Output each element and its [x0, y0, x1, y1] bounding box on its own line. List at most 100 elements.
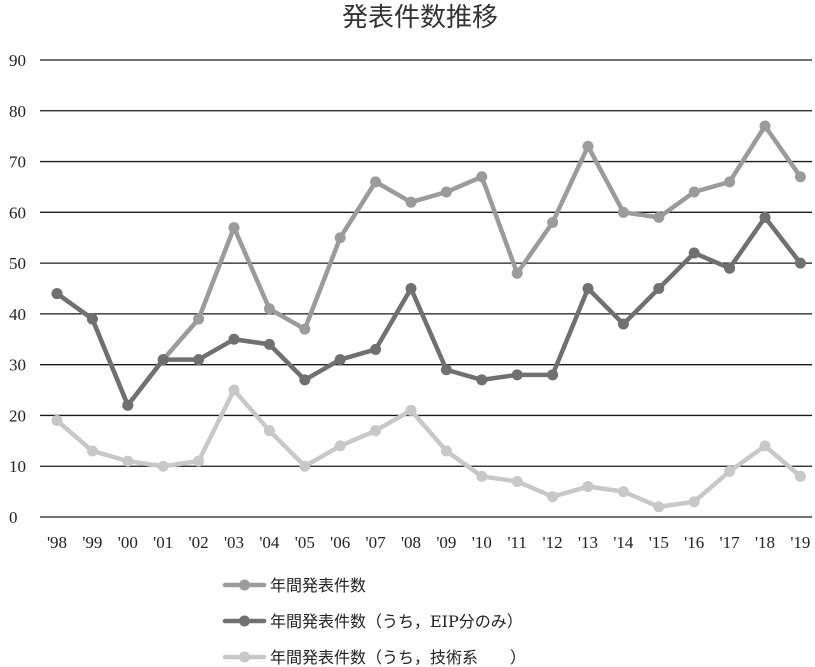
- data-point: [86, 445, 98, 457]
- x-tick-label: '08: [401, 533, 421, 552]
- y-tick-label: 0: [9, 508, 18, 527]
- x-tick-label: '00: [118, 533, 138, 552]
- data-point: [794, 470, 806, 482]
- y-tick-label: 10: [9, 457, 26, 476]
- x-tick-label: '07: [366, 533, 387, 552]
- series-2: [51, 211, 806, 411]
- x-tick-label: '03: [224, 533, 244, 552]
- x-axis-tick-labels: '98 '99 '00 '01 '02 '03 '04 '05 '06 '07 '08 '09 '10 '…: [47, 533, 810, 552]
- data-point: [122, 399, 134, 411]
- data-point: [334, 440, 346, 452]
- x-tick-label: '11: [507, 533, 526, 552]
- data-point: [653, 211, 665, 223]
- x-tick-label: '04: [259, 533, 280, 552]
- x-tick-label: '19: [790, 533, 810, 552]
- x-tick-label: '02: [189, 533, 209, 552]
- data-point: [511, 369, 523, 381]
- data-point: [370, 425, 382, 437]
- data-point: [299, 323, 311, 335]
- data-point: [405, 283, 417, 294]
- x-tick-label: '18: [755, 533, 775, 552]
- x-tick-label: '99: [82, 533, 102, 552]
- legend-swatch-marker: [239, 615, 250, 627]
- y-tick-label: 50: [9, 254, 26, 273]
- data-point: [157, 354, 169, 366]
- data-point: [617, 318, 629, 330]
- data-point: [193, 354, 205, 366]
- x-tick-label: '10: [472, 533, 492, 552]
- data-point: [440, 186, 452, 198]
- data-point: [653, 501, 665, 513]
- x-tick-label: '12: [543, 533, 563, 552]
- data-point: [263, 425, 275, 437]
- data-point: [617, 206, 629, 218]
- data-point: [51, 288, 63, 300]
- y-tick-label: 70: [9, 153, 26, 172]
- data-point: [193, 455, 205, 467]
- data-point: [476, 470, 488, 482]
- y-tick-label: 30: [9, 356, 26, 375]
- y-tick-label: 40: [9, 305, 26, 324]
- legend-label: 年間発表件数（うち，EIP分のみ）: [270, 612, 523, 631]
- data-point: [759, 211, 771, 223]
- series-lines: [51, 120, 806, 513]
- y-axis-tick-labels: 0 10 20 30 40 50 60 70 80 90: [9, 51, 26, 527]
- x-tick-label: '15: [649, 533, 669, 552]
- x-tick-label: '13: [578, 533, 598, 552]
- series-3: [51, 384, 806, 513]
- data-point: [370, 176, 382, 188]
- data-point: [653, 283, 665, 294]
- data-point: [334, 354, 346, 366]
- series-line: [54, 387, 803, 510]
- data-point: [547, 369, 559, 381]
- data-point: [582, 283, 594, 294]
- data-point: [476, 374, 488, 386]
- data-point: [122, 455, 134, 467]
- data-point: [86, 313, 98, 325]
- data-point: [299, 374, 311, 386]
- data-point: [688, 247, 700, 259]
- data-point: [759, 440, 771, 452]
- data-point: [263, 338, 275, 350]
- data-point: [228, 222, 240, 234]
- data-point: [724, 176, 736, 188]
- data-point: [794, 171, 806, 183]
- data-point: [617, 486, 629, 498]
- data-point: [370, 343, 382, 355]
- data-point: [547, 491, 559, 503]
- x-tick-label: '05: [295, 533, 315, 552]
- legend-item: 年間発表件数（うち，EIP分のみ）: [222, 612, 523, 631]
- x-tick-label: '14: [613, 533, 634, 552]
- x-tick-label: '09: [436, 533, 456, 552]
- legend-swatch-marker: [239, 651, 250, 663]
- data-point: [263, 303, 275, 315]
- y-tick-label: 90: [9, 51, 26, 70]
- x-tick-label: '06: [330, 533, 350, 552]
- y-tick-label: 60: [9, 203, 26, 222]
- data-point: [759, 120, 771, 132]
- y-tick-label: 80: [9, 102, 26, 121]
- data-point: [476, 171, 488, 183]
- data-point: [582, 481, 594, 493]
- legend-item: 年間発表件数: [222, 576, 366, 595]
- data-point: [440, 364, 452, 376]
- series-1: [51, 120, 806, 411]
- x-tick-label: '16: [684, 533, 704, 552]
- legend-label: 年間発表件数: [270, 576, 366, 595]
- data-point: [299, 460, 311, 472]
- series-line: [54, 215, 803, 408]
- data-point: [228, 384, 240, 396]
- chart-title: 発表件数推移: [342, 3, 498, 33]
- data-point: [405, 404, 417, 416]
- data-point: [228, 333, 240, 345]
- legend-label: 年間発表件数（うち，技術系 ）: [270, 648, 526, 667]
- series-line: [54, 123, 803, 408]
- data-point: [440, 445, 452, 457]
- data-point: [334, 232, 346, 244]
- data-point: [724, 465, 736, 477]
- data-point: [157, 460, 169, 472]
- data-point: [511, 267, 523, 279]
- data-point: [724, 262, 736, 274]
